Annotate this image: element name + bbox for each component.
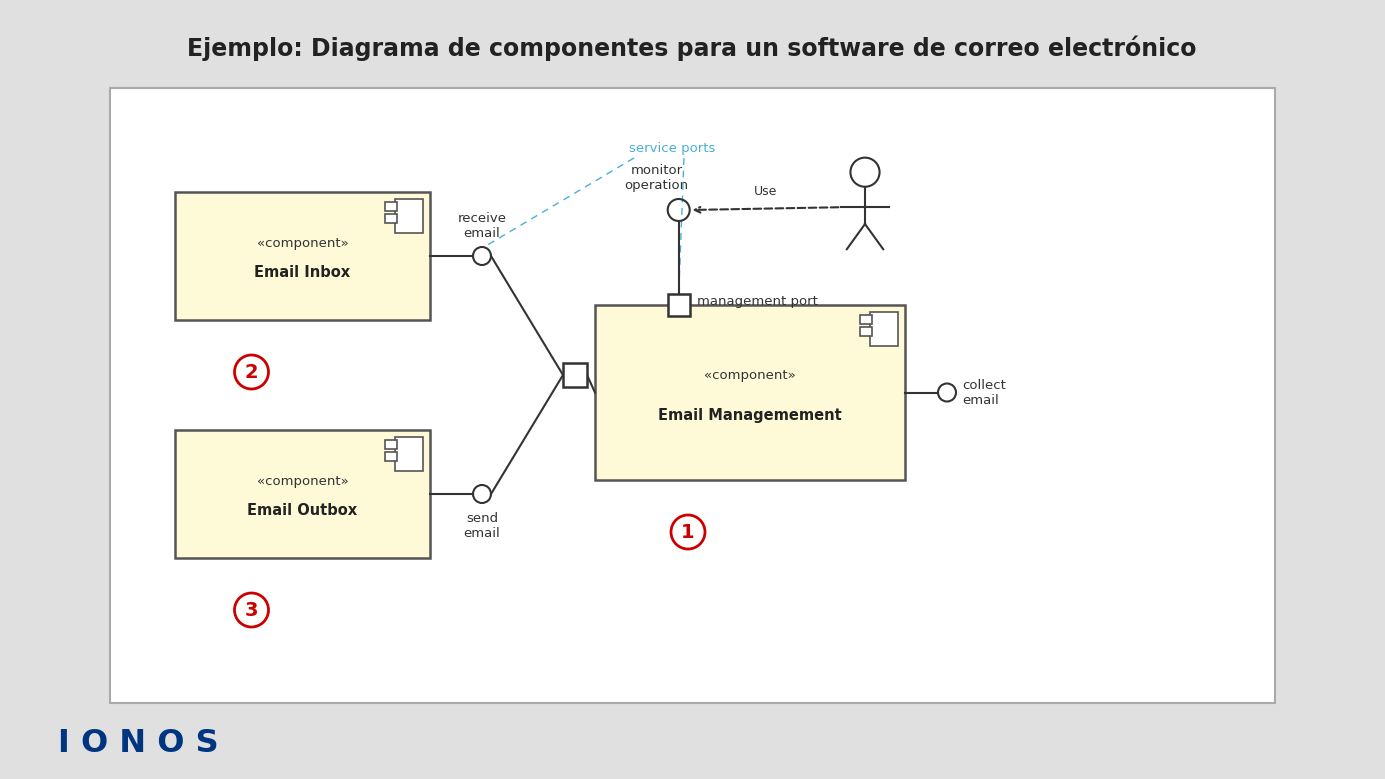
Bar xyxy=(562,363,587,387)
Bar xyxy=(860,315,873,324)
Text: «component»: «component» xyxy=(256,474,349,488)
Text: receive
email: receive email xyxy=(457,212,507,240)
Text: Use: Use xyxy=(753,185,777,198)
Text: 1: 1 xyxy=(681,523,695,541)
Text: Email Managemement: Email Managemement xyxy=(658,407,842,423)
Text: service ports: service ports xyxy=(629,142,715,154)
Bar xyxy=(175,430,429,558)
Bar xyxy=(596,305,904,480)
Bar xyxy=(668,294,690,316)
Text: Ejemplo: Diagrama de componentes para un software de correo electrónico: Ejemplo: Diagrama de componentes para un… xyxy=(187,35,1197,61)
Bar xyxy=(395,437,422,471)
Bar xyxy=(385,214,397,224)
Bar xyxy=(385,202,397,211)
Text: 3: 3 xyxy=(245,601,258,619)
Text: «component»: «component» xyxy=(256,237,349,250)
Text: send
email: send email xyxy=(464,512,500,540)
Text: 2: 2 xyxy=(245,362,259,382)
Text: Email Outbox: Email Outbox xyxy=(248,503,357,518)
Text: Email Inbox: Email Inbox xyxy=(255,265,350,280)
Bar xyxy=(870,312,897,346)
Bar xyxy=(385,440,397,449)
Bar xyxy=(109,88,1276,703)
Bar xyxy=(860,327,873,337)
Text: management port: management port xyxy=(697,294,817,308)
Text: monitor
operation: monitor operation xyxy=(625,164,688,192)
Bar xyxy=(395,199,422,233)
Bar xyxy=(385,453,397,461)
Text: collect
email: collect email xyxy=(963,379,1006,407)
Text: I O N O S: I O N O S xyxy=(58,728,219,759)
Bar xyxy=(175,192,429,320)
Text: «component»: «component» xyxy=(704,368,796,382)
